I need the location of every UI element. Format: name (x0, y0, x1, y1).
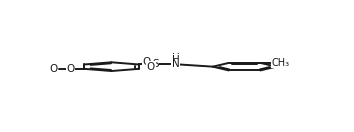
Text: O: O (66, 64, 75, 74)
Text: CH₃: CH₃ (272, 58, 290, 68)
Text: H: H (172, 53, 180, 63)
Text: S: S (152, 60, 159, 69)
Text: N: N (172, 60, 180, 69)
Text: H: H (172, 55, 180, 65)
Text: O: O (143, 57, 151, 67)
Text: O: O (50, 64, 58, 74)
Text: O: O (147, 62, 155, 72)
Text: N: N (172, 60, 180, 69)
